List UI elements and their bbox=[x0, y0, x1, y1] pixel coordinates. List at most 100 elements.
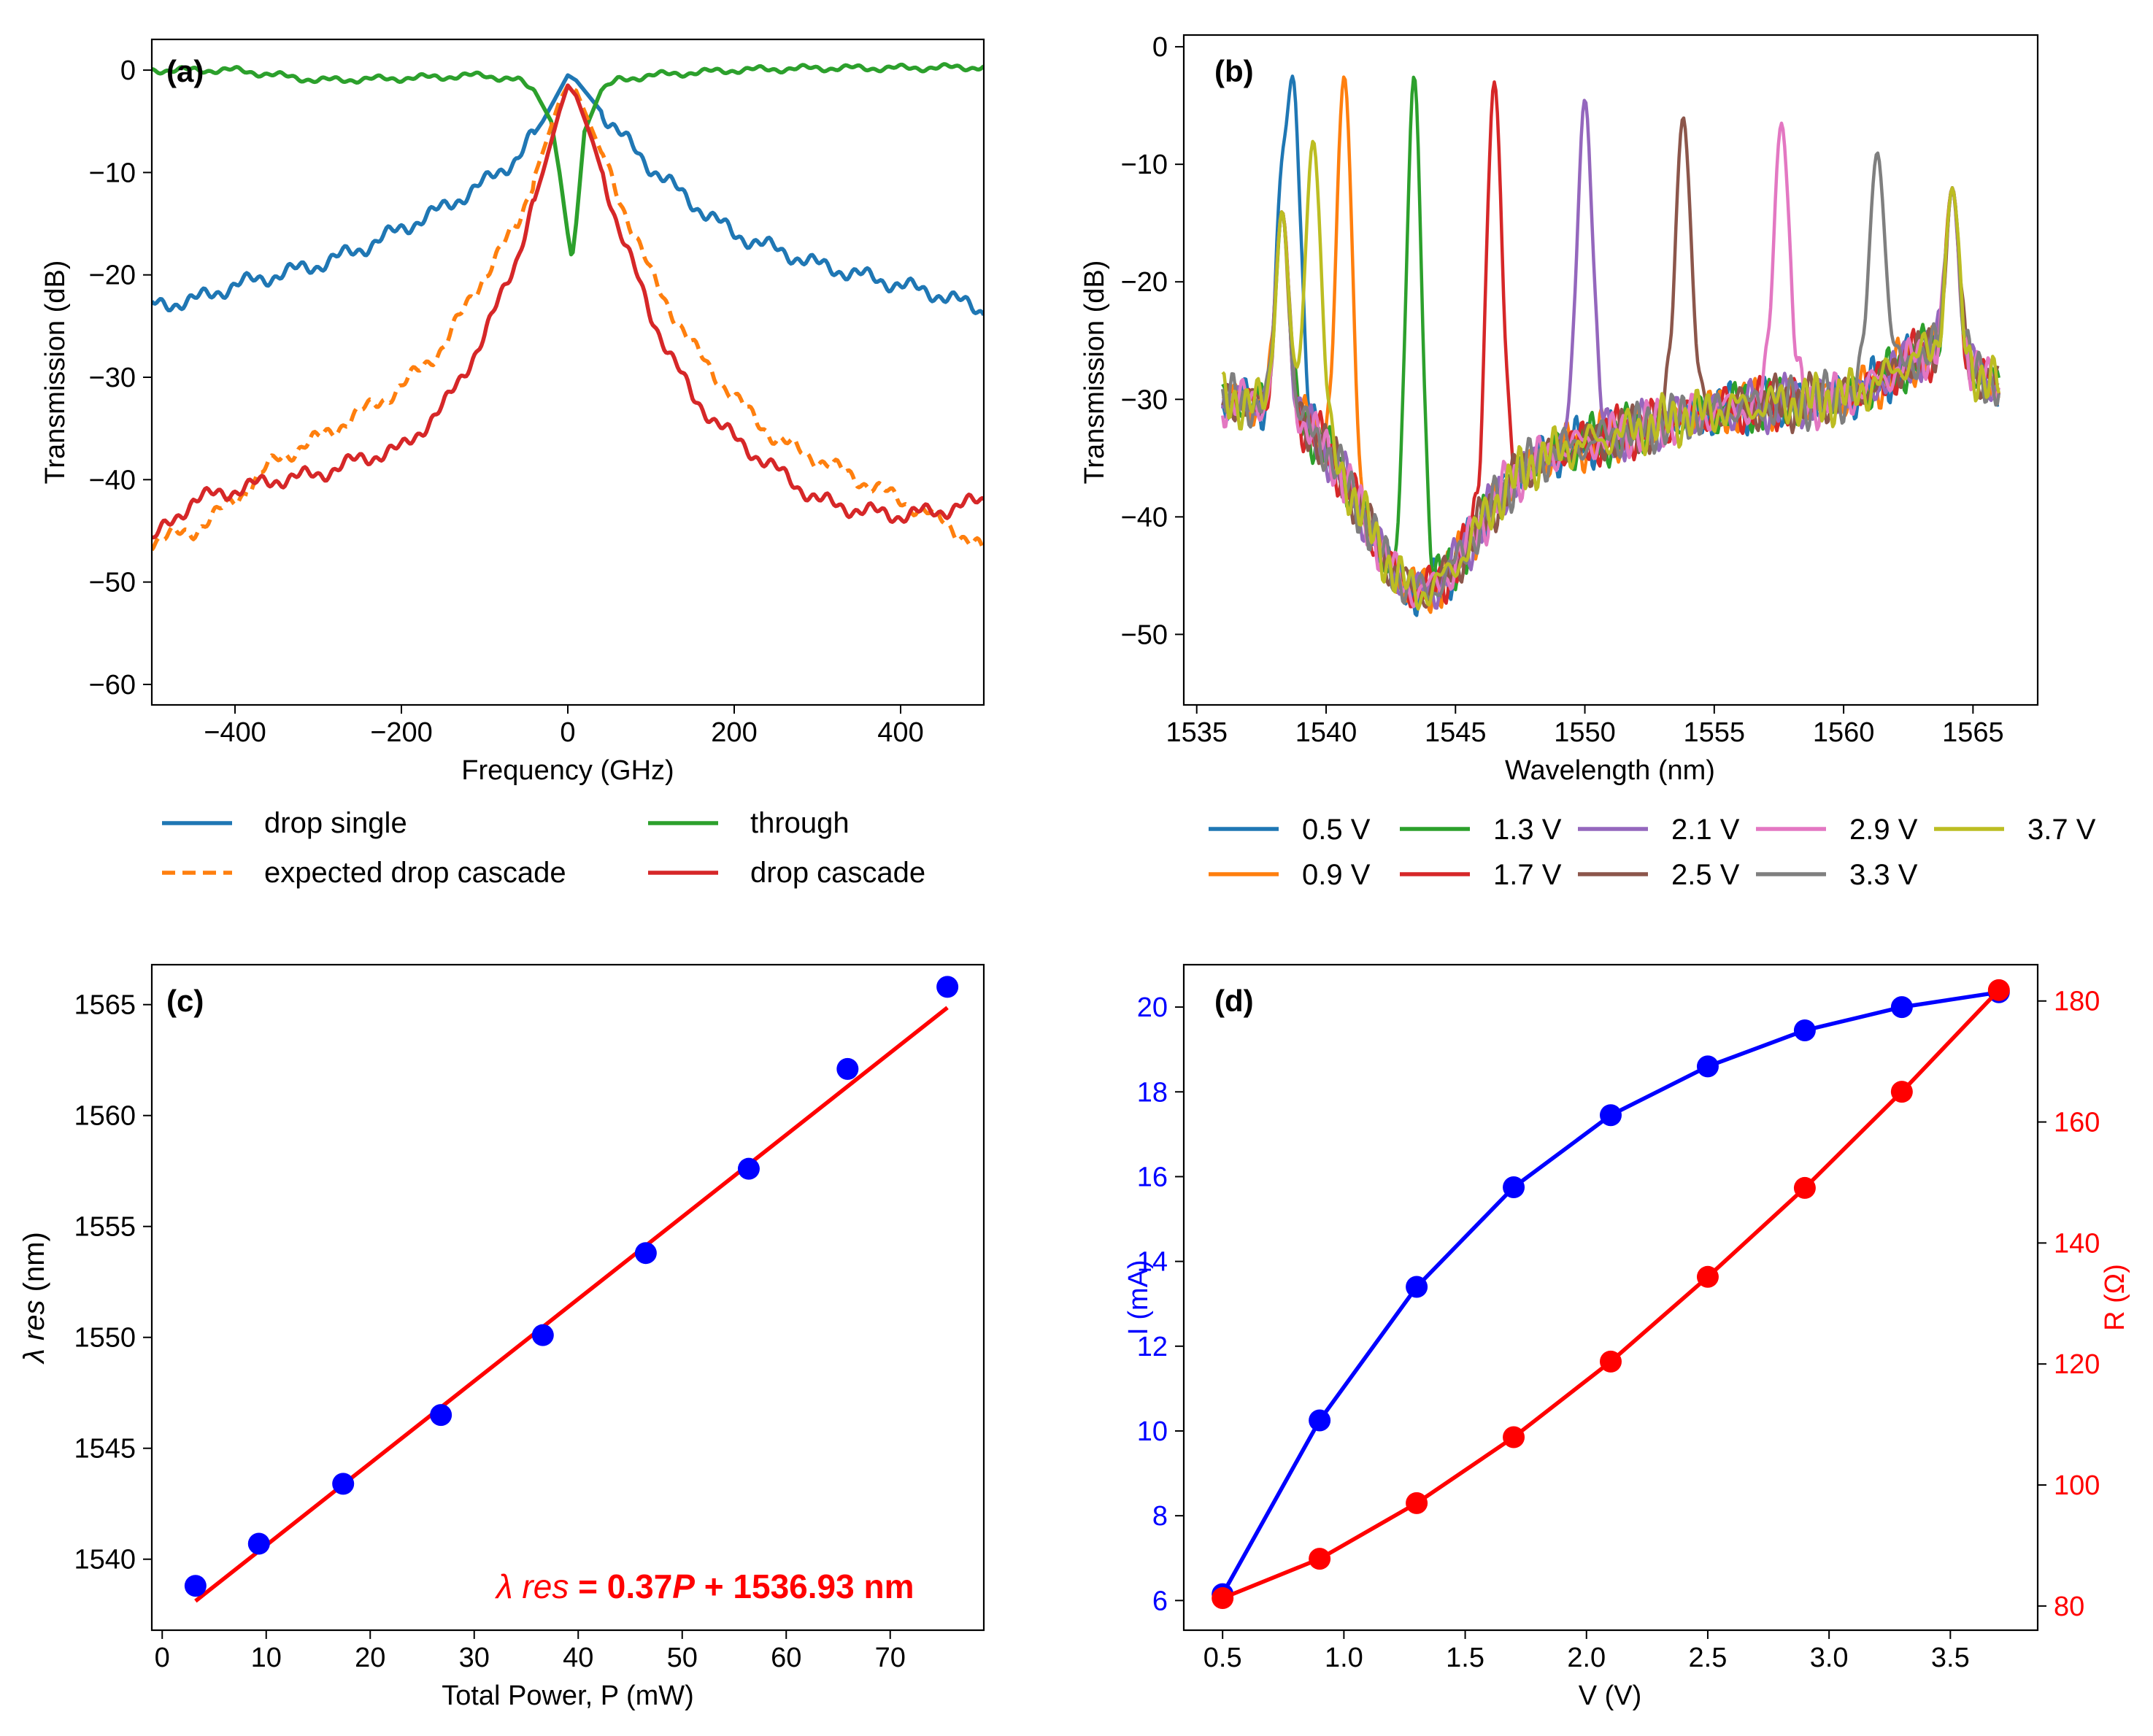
b-legend-label: 2.9 V bbox=[1849, 814, 1918, 846]
a-xtick-label: −200 bbox=[370, 717, 433, 748]
a-legend-label-through: through bbox=[750, 807, 850, 839]
a-xtick-label: −400 bbox=[204, 717, 266, 748]
d-xtick-label: 3.0 bbox=[1810, 1643, 1849, 1673]
d-xtick-label: 3.5 bbox=[1931, 1643, 1970, 1673]
b-ytick-label: 0 bbox=[1152, 32, 1168, 63]
d-right-ytick-label: 120 bbox=[2054, 1349, 2100, 1380]
d-xlabel: V (V) bbox=[1579, 1681, 1642, 1711]
d-data-point-I bbox=[1600, 1104, 1622, 1127]
d-xtick-label: 1.5 bbox=[1446, 1643, 1484, 1673]
c-data-point bbox=[634, 1242, 657, 1265]
c-axes-frame bbox=[150, 963, 985, 1632]
c-ytick-label: 1540 bbox=[74, 1545, 136, 1575]
a-tick-group: −400 −200 0 200 400 0 −10 −20 −30 −40 −50 −60 bbox=[89, 55, 924, 748]
b-legend-label: 2.5 V bbox=[1671, 859, 1740, 891]
c-eq-intercept: + 1536.93 nm bbox=[695, 1567, 914, 1605]
d-right-ytick-label: 80 bbox=[2054, 1592, 2084, 1622]
a-legend-label-drop-single: drop single bbox=[264, 807, 407, 839]
b-ylabel: Transmission (dB) bbox=[1079, 261, 1110, 485]
d-left-ytick-label: 20 bbox=[1137, 992, 1168, 1023]
a-ylabel: Transmission (dB) bbox=[40, 261, 71, 485]
a-series-group bbox=[152, 62, 984, 552]
c-xtick-label: 0 bbox=[155, 1643, 170, 1673]
b-ytick-label: −10 bbox=[1121, 150, 1168, 180]
b-series-line-3-3-V bbox=[1220, 151, 2001, 605]
a-ytick-label: −50 bbox=[89, 568, 136, 598]
d-panel-label: (d) bbox=[1214, 984, 1254, 1018]
a-panel-label: (a) bbox=[166, 54, 204, 88]
d-right-ytick-label: 140 bbox=[2054, 1228, 2100, 1259]
b-axes-frame bbox=[1182, 34, 2039, 706]
a-ytick-label: −40 bbox=[89, 465, 136, 495]
a-xtick-label: 400 bbox=[877, 717, 923, 748]
b-xtick-label: 1545 bbox=[1425, 717, 1487, 748]
c-ytick-label: 1555 bbox=[74, 1212, 136, 1243]
d-left-ytick-label: 18 bbox=[1137, 1077, 1168, 1108]
b-legend-label: 1.7 V bbox=[1493, 859, 1562, 891]
b-ytick-label: −30 bbox=[1121, 385, 1168, 415]
d-left-ytick-label: 14 bbox=[1137, 1247, 1168, 1278]
c-data-point bbox=[936, 976, 959, 998]
c-xtick-label: 60 bbox=[771, 1643, 801, 1673]
d-data-point-I bbox=[1890, 996, 1913, 1019]
d-right-ytick-label: 180 bbox=[2054, 987, 2100, 1017]
panel-d: 0.5 1.0 1.5 2.0 2.5 3.0 3.5 6 8 10 12 14 16 18 20 80 100… bbox=[1123, 963, 2130, 1711]
d-series-group bbox=[1212, 979, 2010, 1610]
d-tick-group: 0.5 1.0 1.5 2.0 2.5 3.0 3.5 6 8 10 12 14 16 18 20 80 100… bbox=[1137, 987, 2100, 1673]
c-ytick-label: 1550 bbox=[74, 1323, 136, 1354]
a-legend-label-drop-cascade: drop cascade bbox=[750, 857, 925, 889]
b-series-line-3-7-V bbox=[1221, 139, 2000, 611]
a-series-line-drop-cascade bbox=[152, 83, 984, 540]
b-ytick-label: −40 bbox=[1121, 502, 1168, 533]
a-xtick-label: 200 bbox=[711, 717, 757, 748]
d-data-point-R bbox=[1696, 1265, 1719, 1288]
c-xtick-label: 70 bbox=[875, 1643, 906, 1673]
d-data-point-R bbox=[1890, 1081, 1913, 1103]
c-fit-group bbox=[194, 1006, 949, 1603]
c-ytick-label: 1565 bbox=[74, 990, 136, 1021]
a-series-line-drop-single bbox=[152, 73, 984, 317]
a-ytick-label: −60 bbox=[89, 670, 136, 701]
b-ytick-label: −20 bbox=[1121, 267, 1168, 298]
b-xtick-label: 1540 bbox=[1295, 717, 1357, 748]
c-tick-group: 0 10 20 30 40 50 60 70 1540 1545 1550 1555 1560 1565 bbox=[74, 990, 905, 1673]
a-legend: drop single expected drop cascade throug… bbox=[162, 807, 925, 889]
c-fit-line bbox=[194, 1006, 949, 1603]
d-data-point-R bbox=[1212, 1587, 1234, 1610]
b-legend-label: 3.7 V bbox=[2027, 814, 2096, 846]
c-ylabel: λ res (nm) bbox=[18, 1232, 50, 1365]
d-data-point-R bbox=[1309, 1548, 1331, 1570]
b-tick-group: 1535 1540 1545 1550 1555 1560 1565 0 −10 −20 −30 −4… bbox=[1121, 32, 2004, 748]
a-axes-frame bbox=[150, 38, 985, 706]
b-panel-label: (b) bbox=[1214, 54, 1254, 88]
d-data-point-I bbox=[1793, 1019, 1816, 1042]
a-ytick-label: 0 bbox=[120, 55, 136, 86]
c-data-point bbox=[737, 1157, 760, 1180]
a-ytick-label: −30 bbox=[89, 363, 136, 393]
d-xtick-label: 0.5 bbox=[1203, 1643, 1242, 1673]
d-data-point-I bbox=[1696, 1055, 1719, 1078]
b-xtick-label: 1535 bbox=[1166, 717, 1228, 748]
a-xtick-label: 0 bbox=[560, 717, 575, 748]
b-ytick-label: −50 bbox=[1121, 620, 1168, 650]
c-data-point bbox=[247, 1532, 270, 1555]
c-xtick-label: 30 bbox=[459, 1643, 490, 1673]
a-ytick-label: −10 bbox=[89, 158, 136, 188]
d-data-point-I bbox=[1503, 1176, 1525, 1198]
d-right-ytick-label: 160 bbox=[2054, 1108, 2100, 1138]
d-data-point-I bbox=[1406, 1276, 1428, 1298]
d-ylabel-right: R (Ω) bbox=[2100, 1264, 2130, 1331]
d-left-ytick-label: 10 bbox=[1137, 1416, 1168, 1447]
c-xtick-label: 20 bbox=[355, 1643, 385, 1673]
b-legend-label: 0.9 V bbox=[1302, 859, 1371, 891]
d-data-point-R bbox=[1987, 979, 2010, 1001]
c-eq-lambda: λ res bbox=[494, 1567, 569, 1605]
a-ytick-label: −20 bbox=[89, 261, 136, 291]
c-xtick-label: 40 bbox=[563, 1643, 593, 1673]
c-points-group bbox=[184, 976, 959, 1597]
b-xlabel: Wavelength (nm) bbox=[1505, 755, 1715, 786]
d-ylabel-left: I (mA) bbox=[1123, 1259, 1154, 1335]
d-left-ytick-label: 6 bbox=[1152, 1586, 1168, 1616]
d-axes-frame bbox=[1182, 963, 2039, 1632]
